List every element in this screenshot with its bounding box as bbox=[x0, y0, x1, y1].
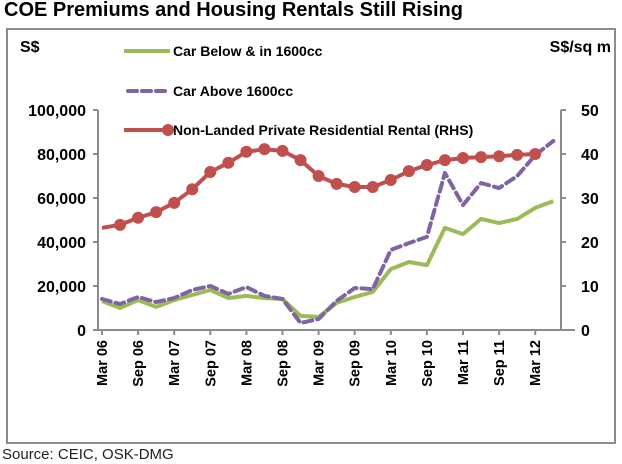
legend-marker bbox=[162, 124, 174, 136]
x-tick-label: Sep 11 bbox=[492, 340, 508, 386]
series-marker bbox=[204, 166, 217, 179]
source-note: Source: CEIC, OSK-DMG bbox=[2, 446, 174, 463]
x-tick-label: Mar 08 bbox=[239, 340, 255, 386]
series-marker bbox=[240, 145, 253, 158]
left-tick-label: 60,000 bbox=[37, 191, 86, 208]
series-marker bbox=[168, 196, 181, 209]
series-marker bbox=[150, 206, 163, 219]
legend-item: Car Below & in 1600cc bbox=[124, 43, 323, 59]
series-marker bbox=[330, 177, 343, 190]
x-tick-label: Mar 11 bbox=[456, 340, 472, 385]
series-line-2 bbox=[101, 147, 536, 230]
x-tick-label: Sep 08 bbox=[276, 340, 292, 387]
x-tick-label: Mar 09 bbox=[312, 340, 328, 386]
right-axis-label: S$/sq m bbox=[550, 39, 611, 56]
chart-frame bbox=[6, 28, 616, 444]
x-tick-label: Mar 10 bbox=[384, 340, 400, 386]
series-marker bbox=[493, 150, 506, 163]
x-tick-label: Sep 09 bbox=[348, 340, 364, 387]
left-axis-label: S$ bbox=[20, 39, 40, 56]
legend: Car Below & in 1600cc Car Above 1600cc Non… bbox=[124, 43, 473, 138]
x-tick-label: Sep 07 bbox=[203, 340, 219, 387]
series-marker bbox=[114, 218, 127, 231]
series-marker bbox=[475, 151, 488, 164]
series-marker bbox=[186, 183, 199, 196]
legend-item: Car Above 1600cc bbox=[126, 83, 293, 99]
series-marker bbox=[384, 173, 397, 186]
series-marker bbox=[294, 154, 307, 167]
series-marker bbox=[222, 156, 235, 169]
legend-label: Car Below & in 1600cc bbox=[173, 43, 323, 59]
legend-label: Car Above 1600cc bbox=[173, 83, 293, 99]
series-lines bbox=[100, 139, 556, 325]
series-marker bbox=[438, 154, 451, 167]
left-tick-label: 20,000 bbox=[37, 279, 86, 296]
series-marker bbox=[276, 144, 289, 157]
series-marker bbox=[258, 143, 271, 156]
x-tick-label: Sep 06 bbox=[131, 340, 147, 387]
series-marker bbox=[366, 181, 379, 193]
legend-label: Non-Landed Private Residential Rental (R… bbox=[173, 122, 473, 138]
x-tick-label: Sep 10 bbox=[420, 340, 436, 387]
series-marker bbox=[348, 181, 361, 193]
series-marker bbox=[420, 159, 433, 171]
left-tick-label: 80,000 bbox=[37, 147, 86, 164]
axes: 0 20,000 40,000 60,000 80,000 100,000 0 10 20 30 4… bbox=[28, 103, 599, 387]
x-tick-label: Mar 06 bbox=[95, 340, 111, 386]
series-marker bbox=[457, 151, 469, 164]
right-tick-label: 30 bbox=[581, 191, 599, 208]
right-tick-label: 40 bbox=[581, 147, 599, 164]
right-tick-label: 20 bbox=[581, 235, 599, 252]
series-marker bbox=[132, 211, 145, 224]
series-marker bbox=[511, 148, 524, 161]
series-marker bbox=[529, 148, 542, 160]
left-tick-label: 100,000 bbox=[28, 103, 86, 120]
right-tick-label: 0 bbox=[581, 323, 590, 340]
series-marker bbox=[312, 170, 325, 182]
right-tick-label: 50 bbox=[581, 103, 599, 120]
right-tick-label: 10 bbox=[581, 279, 599, 296]
legend-item: Non-Landed Private Residential Rental (R… bbox=[124, 122, 473, 138]
left-tick-label: 0 bbox=[77, 323, 86, 340]
left-tick-label: 40,000 bbox=[37, 235, 86, 252]
series-line-1 bbox=[100, 139, 556, 325]
series-marker bbox=[402, 165, 415, 178]
x-tick-label: Mar 12 bbox=[528, 340, 544, 386]
x-tick-label: Mar 07 bbox=[167, 340, 183, 386]
chart-title: COE Premiums and Housing Rentals Still R… bbox=[4, 0, 463, 21]
